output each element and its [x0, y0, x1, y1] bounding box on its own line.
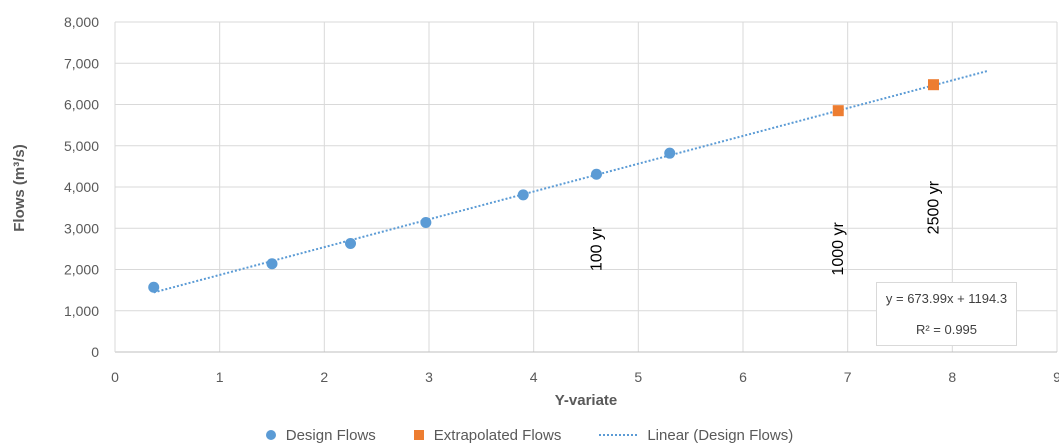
x-tick-label: 3	[425, 369, 433, 385]
annotations: 100 yr 1000 yr 2500 yr	[588, 180, 942, 275]
y-tick-label: 4,000	[64, 179, 99, 195]
y-tick-label: 3,000	[64, 220, 99, 236]
return-period-label: 1000 yr	[830, 222, 847, 276]
data-points	[148, 79, 939, 293]
legend-item-extrapolated-flows: Extrapolated Flows	[413, 424, 562, 446]
legend-item-linear-trend: Linear (Design Flows)	[599, 424, 793, 446]
x-tick-label: 5	[634, 369, 642, 385]
y-tick-label: 6,000	[64, 97, 99, 113]
return-period-label: 2500 yr	[925, 180, 942, 234]
y-tick-label: 8,000	[64, 14, 99, 30]
design-flow-point	[517, 189, 529, 201]
y-tick-label: 0	[91, 344, 99, 360]
legend-marker-circle	[265, 430, 276, 440]
design-flow-point	[590, 168, 602, 180]
design-flow-point	[148, 281, 160, 293]
legend-label: Extrapolated Flows	[433, 426, 562, 444]
chart: 0 1 2 3 4 5 6 7 8 9 0 1,000 2,000 3,000 4,000 5,000 6,0…	[11, 14, 1059, 409]
design-flow-point	[420, 216, 432, 228]
x-tick-label: 6	[739, 369, 747, 385]
x-tick-label: 2	[320, 369, 328, 385]
y-tick-label: 2,000	[64, 262, 99, 278]
trendline-equation: y = 673.99x + 1194.3	[885, 291, 1008, 306]
extrapolated-flow-point	[927, 79, 939, 91]
legend-label: Linear (Design Flows)	[647, 426, 794, 444]
x-tick-labels: 0 1 2 3 4 5 6 7 8 9	[111, 369, 1059, 385]
extrapolated-flow-point	[832, 105, 844, 117]
axes	[114, 22, 1057, 353]
y-tick-label: 5,000	[64, 138, 99, 154]
design-flow-point	[664, 147, 676, 159]
y-axis-title: Flows (m³/s)	[11, 144, 28, 232]
x-tick-label: 9	[1053, 369, 1059, 385]
legend-marker-square	[413, 430, 424, 440]
x-tick-label: 7	[844, 369, 852, 385]
x-tick-label: 0	[111, 369, 119, 385]
x-tick-label: 8	[948, 369, 956, 385]
return-period-label: 100 yr	[588, 226, 605, 271]
y-tick-label: 7,000	[64, 55, 99, 71]
x-tick-label: 4	[530, 369, 538, 385]
trendline-equation-box: y = 673.99x + 1194.3 R² = 0.995	[876, 282, 1017, 346]
trendline-r-squared: R² = 0.995	[915, 322, 978, 337]
y-tick-labels: 0 1,000 2,000 3,000 4,000 5,000 6,000 7,000 8,00…	[64, 14, 99, 360]
legend-marker-dotted-line	[599, 434, 638, 436]
y-tick-label: 1,000	[64, 303, 99, 319]
x-axis-title: Y-variate	[555, 392, 618, 409]
legend-item-design-flows: Design Flows	[265, 424, 376, 446]
design-flow-point	[345, 238, 356, 250]
legend-label: Design Flows	[285, 426, 376, 444]
design-flow-point	[266, 258, 278, 270]
x-tick-label: 1	[216, 369, 224, 385]
legend: Design Flows Extrapolated Flows Linear (…	[0, 424, 1059, 446]
